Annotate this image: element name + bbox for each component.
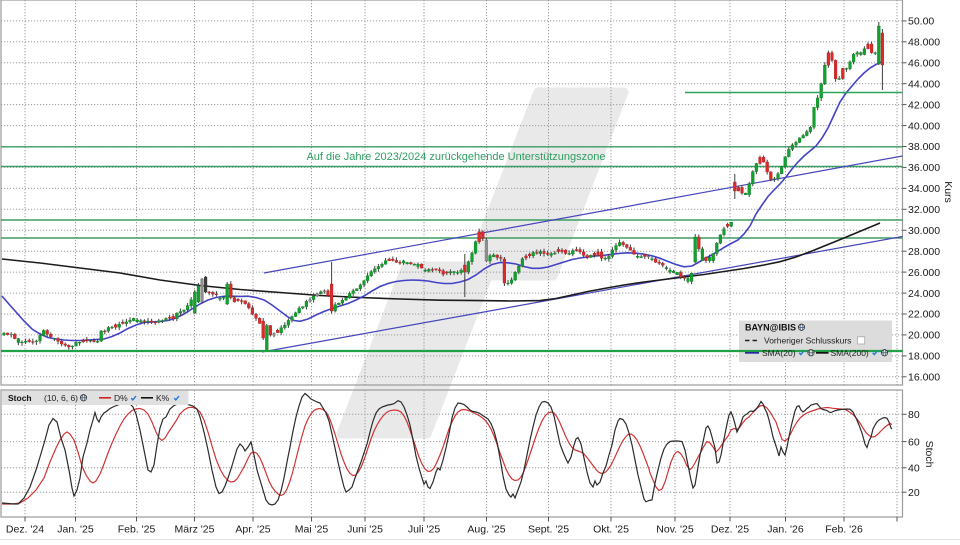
svg-text:Apr. '25: Apr. '25 xyxy=(235,524,270,536)
svg-text:Kurs: Kurs xyxy=(942,181,954,203)
svg-text:Vorheriger Schlusskurs: Vorheriger Schlusskurs xyxy=(764,336,851,346)
svg-text:20.000: 20.000 xyxy=(908,330,940,342)
svg-text:48.000: 48.000 xyxy=(908,37,940,49)
svg-text:Jan. '25: Jan. '25 xyxy=(57,524,94,536)
svg-text:Stoch: Stoch xyxy=(8,393,32,403)
svg-text:K%: K% xyxy=(156,393,170,403)
svg-text:46.000: 46.000 xyxy=(908,58,940,70)
svg-text:28.000: 28.000 xyxy=(908,246,940,258)
svg-text:Dez. '24: Dez. '24 xyxy=(6,524,44,536)
svg-text:38.000: 38.000 xyxy=(908,141,940,153)
svg-text:Juli '25: Juli '25 xyxy=(408,524,441,536)
svg-text:Okt. '25: Okt. '25 xyxy=(593,524,629,536)
svg-text:34.000: 34.000 xyxy=(908,183,940,195)
svg-text:Jan. '26: Jan. '26 xyxy=(767,524,804,536)
svg-text:18.000: 18.000 xyxy=(908,351,940,363)
svg-text:24.000: 24.000 xyxy=(908,288,940,300)
svg-text:(10, 6, 6): (10, 6, 6) xyxy=(44,393,78,403)
svg-text:32.000: 32.000 xyxy=(908,204,940,216)
svg-text:Mai '25: Mai '25 xyxy=(295,524,329,536)
svg-text:Aug. '25: Aug. '25 xyxy=(467,524,505,536)
svg-text:März '25: März '25 xyxy=(175,524,215,536)
svg-text:Stoch: Stoch xyxy=(923,441,935,468)
svg-text:26.000: 26.000 xyxy=(908,267,940,279)
svg-text:Feb. '26: Feb. '26 xyxy=(825,524,863,536)
svg-text:42.000: 42.000 xyxy=(908,99,940,111)
svg-text:80: 80 xyxy=(908,409,920,421)
svg-text:SMA(200): SMA(200) xyxy=(831,348,869,358)
svg-text:60: 60 xyxy=(908,436,920,448)
svg-text:Nov. '25: Nov. '25 xyxy=(656,524,694,536)
svg-text:SMA(20): SMA(20) xyxy=(762,348,796,358)
svg-text:D%: D% xyxy=(114,393,128,403)
svg-text:Juni '25: Juni '25 xyxy=(347,524,383,536)
svg-text:44.000: 44.000 xyxy=(908,78,940,90)
svg-text:16.000: 16.000 xyxy=(908,372,940,384)
svg-text:40.000: 40.000 xyxy=(908,120,940,132)
svg-text:36.000: 36.000 xyxy=(908,162,940,174)
svg-text:20: 20 xyxy=(908,487,920,499)
svg-text:Feb. '25: Feb. '25 xyxy=(118,524,156,536)
svg-text:40: 40 xyxy=(908,463,920,475)
svg-text:Auf die Jahre 2023/2024 zurück: Auf die Jahre 2023/2024 zurückgehende Un… xyxy=(306,151,605,163)
svg-text:30.000: 30.000 xyxy=(908,225,940,237)
svg-text:50.00: 50.00 xyxy=(908,16,934,28)
svg-text:Sept. '25: Sept. '25 xyxy=(528,524,569,536)
svg-text:22.000: 22.000 xyxy=(908,309,940,321)
svg-text:Dez. '25: Dez. '25 xyxy=(711,524,749,536)
svg-text:BAYN@IBIS: BAYN@IBIS xyxy=(745,323,796,333)
